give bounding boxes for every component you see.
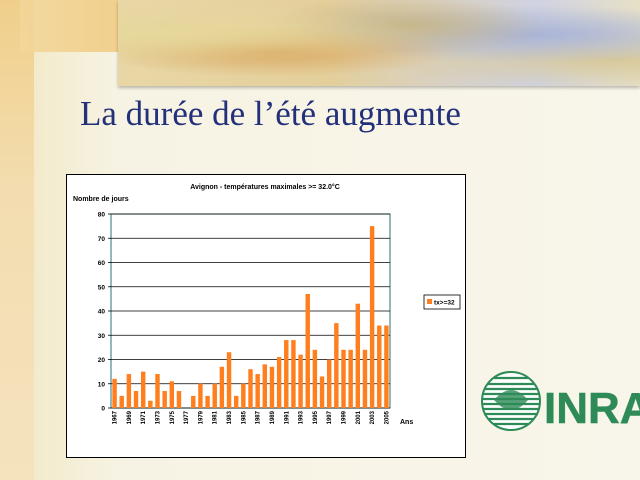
y-tick-label: 30 [98,333,106,340]
bar [255,374,260,408]
x-tick-label: 1997 [327,410,333,424]
bar [212,383,217,408]
y-tick-label: 60 [98,260,106,267]
x-tick-label: 1977 [184,410,190,424]
bar [355,303,361,408]
x-tick-label: 2003 [370,410,376,424]
bar [219,366,225,408]
x-tick-label: 1981 [213,410,219,424]
bar [248,369,253,408]
x-tick-label: 1971 [141,410,147,424]
x-tick-label: 2005 [384,410,390,424]
bar [348,349,353,408]
bar [162,391,167,408]
bar [305,294,310,408]
bar [298,354,303,408]
inra-logo-globe-icon [481,371,541,431]
bar [241,383,246,408]
x-tick-label: 1975 [170,410,176,424]
bar [326,359,332,408]
y-tick-label: 70 [98,236,106,243]
x-tick-label: 1989 [270,410,276,424]
chart-container: Avignon - températures maximales >= 32.0… [66,174,466,458]
bar [384,325,389,408]
bar [276,357,282,408]
bar [334,323,339,408]
bar [112,378,117,408]
decorative-left-strip [0,0,34,480]
bar [319,376,325,408]
bar [140,371,146,408]
bar-chart: Avignon - températures maximales >= 32.0… [73,183,461,426]
x-tick-label: 1993 [299,410,305,424]
legend-label: tx>=32 [434,300,455,307]
bar [362,349,368,408]
bar [377,325,382,408]
y-tick-label: 0 [101,406,105,413]
bar [119,395,124,408]
y-tick-label: 10 [98,381,106,388]
inra-logo-text: INRA [544,384,640,432]
bar [133,391,139,408]
bar [155,374,160,408]
bar [176,391,182,408]
y-tick-label: 80 [98,212,106,219]
bar [169,381,175,408]
bar [226,352,232,408]
bar [233,395,239,408]
x-axis-label: Ans [400,419,413,426]
x-tick-label: 1995 [313,410,319,424]
x-tick-label: 1991 [284,410,290,424]
bar [191,395,196,408]
x-tick-label: 1973 [156,410,162,424]
bar [291,340,296,408]
x-tick-label: 1985 [241,410,247,424]
x-tick-label: 2001 [356,410,362,424]
bar [148,400,153,408]
decorative-banner-left [20,0,130,52]
x-tick-label: 1967 [113,410,119,424]
bar [312,349,318,408]
x-tick-label: 1983 [227,410,233,424]
chart-title: Avignon - températures maximales >= 32.0… [190,183,340,191]
x-tick-label: 1969 [127,410,133,424]
bar [284,340,289,408]
bar [126,374,132,408]
bar [262,364,268,408]
legend-box [423,294,461,310]
x-tick-label: 1987 [256,410,262,424]
slide-title: La durée de l’été augmente [80,94,461,133]
y-tick-label: 20 [98,357,106,364]
bar [269,366,275,408]
bar [341,349,346,408]
y-tick-label: 50 [98,284,106,291]
decorative-banner-image [118,0,640,86]
x-tick-label: 1979 [198,410,204,424]
bar [198,383,203,408]
bar [205,395,210,408]
y-axis-label: Nombre de jours [73,196,129,203]
y-tick-label: 40 [98,309,106,316]
x-tick-label: 1999 [342,410,348,424]
inra-logo: INRA [481,371,640,432]
bar [369,226,375,408]
legend-swatch [427,299,432,304]
